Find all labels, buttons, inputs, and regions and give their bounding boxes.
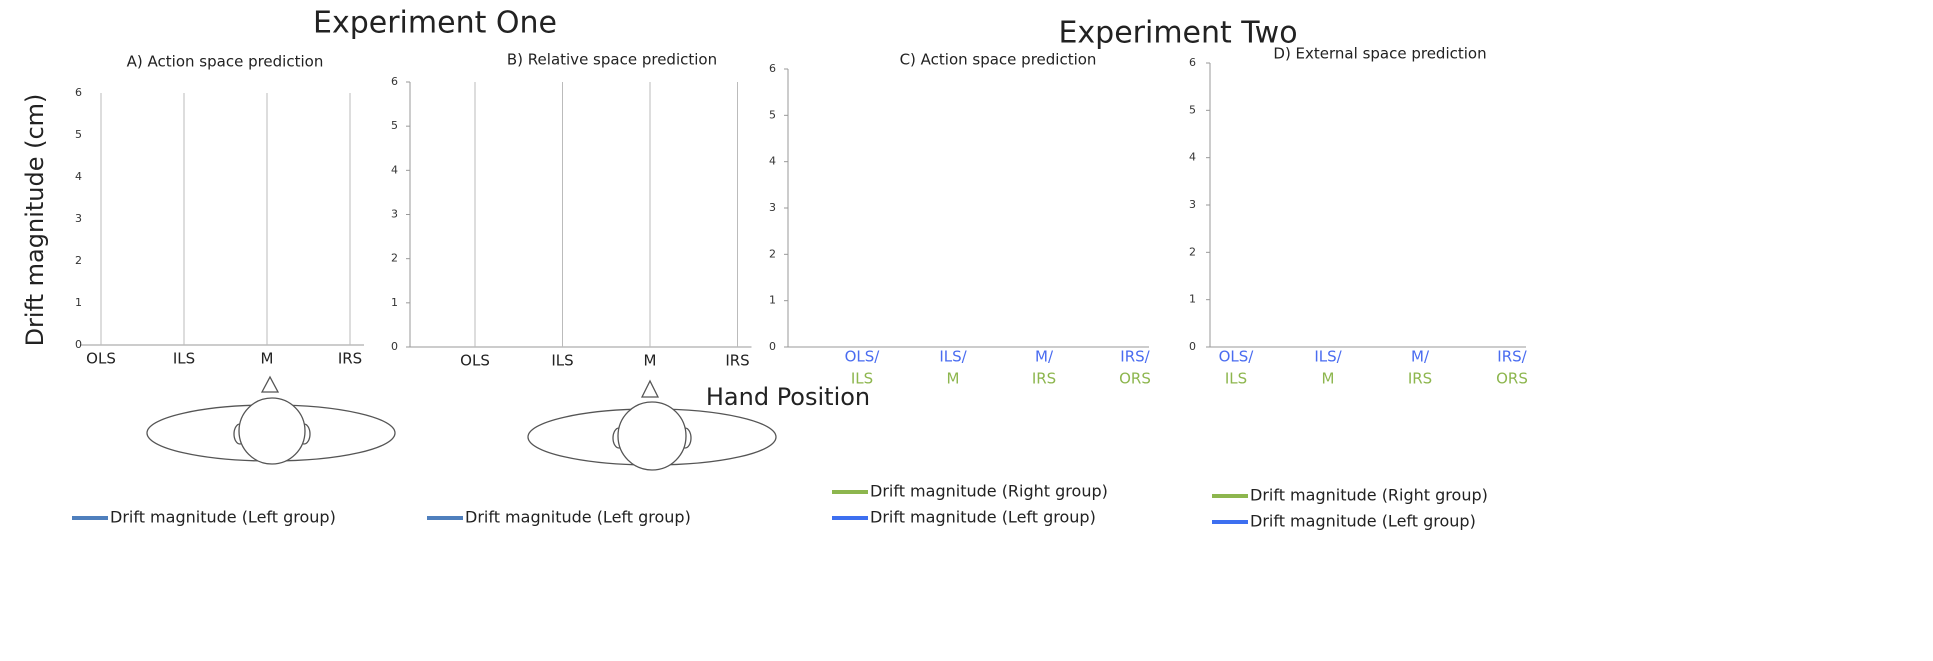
- y-tick-label: 3: [391, 208, 398, 221]
- legend-label: Drift magnitude (Left group): [870, 508, 1096, 527]
- y-tick-label: 4: [1189, 151, 1196, 164]
- y-tick-label: 0: [769, 340, 776, 353]
- x-tick-label: OLS/: [845, 348, 881, 366]
- legend-label: Drift magnitude (Left group): [1250, 512, 1476, 531]
- legend-label: Drift magnitude (Right group): [870, 482, 1108, 501]
- y-tick-label: 3: [769, 201, 776, 214]
- y-tick-label: 1: [769, 294, 776, 307]
- y-tick-label: 6: [1189, 56, 1196, 69]
- x-tick-label: IRS: [1032, 370, 1056, 388]
- y-tick-label: 4: [391, 163, 398, 176]
- y-tick-label: 0: [75, 338, 82, 351]
- legend-label: Drift magnitude (Left group): [465, 508, 691, 527]
- legend-label: Drift magnitude (Left group): [110, 508, 336, 527]
- y-tick-label: 6: [75, 86, 82, 99]
- experiment-two-heading: Experiment Two: [1058, 16, 1297, 51]
- x-tick-label: IRS: [338, 350, 362, 368]
- y-tick-label: 5: [769, 108, 776, 121]
- x-tick-label: IRS: [1408, 370, 1432, 388]
- y-tick-label: 0: [1189, 340, 1196, 353]
- y-axis-label: Drift magnitude (cm): [21, 94, 49, 347]
- x-tick-label: OLS: [86, 350, 116, 368]
- x-tick-label: IRS/: [1497, 348, 1527, 366]
- experiment-one-heading: Experiment One: [313, 6, 557, 41]
- x-tick-label: ILS: [173, 350, 195, 368]
- x-tick-label: ILS/: [1314, 348, 1342, 366]
- chart-title: C) Action space prediction: [900, 51, 1097, 69]
- chart-title: A) Action space prediction: [127, 53, 324, 71]
- y-tick-label: 4: [75, 170, 82, 183]
- y-tick-label: 5: [391, 119, 398, 132]
- legend-label: Drift magnitude (Right group): [1250, 486, 1488, 505]
- y-tick-label: 0: [391, 340, 398, 353]
- x-tick-label: M: [947, 370, 960, 388]
- y-tick-label: 2: [769, 247, 776, 260]
- y-tick-label: 1: [391, 296, 398, 309]
- y-tick-label: 5: [1189, 103, 1196, 116]
- y-tick-label: 3: [1189, 198, 1196, 211]
- x-tick-label: ILS: [551, 352, 573, 370]
- x-axis-label: Hand Position: [706, 383, 870, 411]
- x-tick-label: M: [261, 350, 274, 368]
- x-tick-label: M: [1322, 370, 1335, 388]
- y-tick-label: 1: [1189, 293, 1196, 306]
- x-tick-label: OLS: [460, 352, 490, 370]
- x-tick-label: IRS: [725, 352, 749, 370]
- x-tick-label: M/: [1411, 348, 1430, 366]
- x-tick-label: M: [644, 352, 657, 370]
- figure: Experiment One Experiment Two Drift magn…: [0, 0, 1933, 661]
- y-tick-label: 4: [769, 155, 776, 168]
- y-tick-label: 6: [391, 75, 398, 88]
- y-tick-label: 2: [1189, 245, 1196, 258]
- chart-title: D) External space prediction: [1273, 45, 1486, 63]
- y-tick-label: 2: [391, 252, 398, 265]
- y-tick-label: 6: [769, 62, 776, 75]
- x-tick-label: IRS/: [1120, 348, 1150, 366]
- x-tick-label: M/: [1035, 348, 1054, 366]
- x-tick-label: ILS: [851, 370, 873, 388]
- y-tick-label: 3: [75, 212, 82, 225]
- y-tick-label: 2: [75, 254, 82, 267]
- chart-title: B) Relative space prediction: [507, 51, 717, 69]
- y-tick-label: 5: [75, 128, 82, 141]
- y-tick-label: 1: [75, 296, 82, 309]
- x-tick-label: ILS/: [939, 348, 967, 366]
- x-tick-label: ORS: [1496, 370, 1528, 388]
- head-diagram: [147, 377, 395, 464]
- x-tick-label: ILS: [1225, 370, 1247, 388]
- x-tick-label: OLS/: [1219, 348, 1255, 366]
- x-tick-label: ORS: [1119, 370, 1151, 388]
